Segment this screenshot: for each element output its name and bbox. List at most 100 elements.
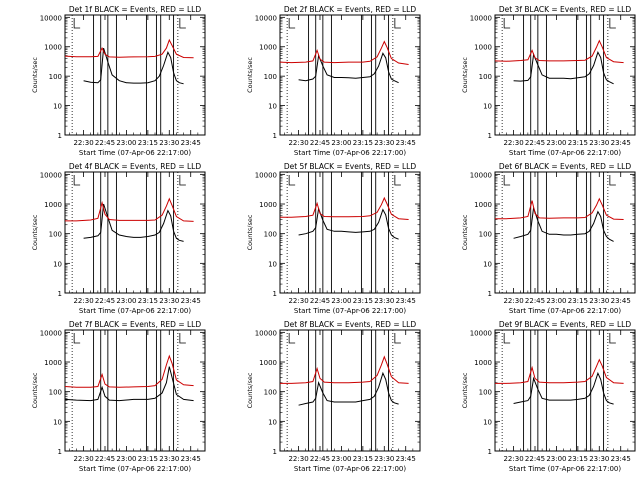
bracket-marker: [73, 333, 81, 344]
y-tick-label: 10: [53, 418, 62, 426]
x-tick-label: 22:30: [288, 455, 308, 463]
chart-panel: 1 10 100 1000 10000 22:30 22:45 23:00 23:15 23:30…: [31, 5, 206, 157]
y-axis-label: Counts/sec: [246, 57, 254, 93]
bracket-marker: [394, 175, 401, 186]
x-tick-label: 23:00: [546, 139, 566, 147]
panel-title: Det 8f BLACK = Events, RED = LLD: [284, 320, 417, 329]
bracket-marker: [609, 175, 616, 186]
x-tick-label: 23:00: [331, 455, 351, 463]
bracket-marker: [503, 175, 511, 186]
y-tick-label: 1: [273, 448, 277, 456]
y-tick-label: 10000: [40, 329, 62, 337]
x-tick-label: 23:15: [568, 297, 588, 305]
x-tick-label: 23:00: [116, 139, 136, 147]
lld-series-line: [280, 355, 409, 384]
x-tick-label: 23:00: [546, 297, 566, 305]
x-tick-label: 23:15: [353, 455, 373, 463]
y-tick-label: 1: [273, 132, 277, 140]
x-tick-label: 23:15: [138, 139, 158, 147]
chart-panel: 1 10 100 1000 10000 22:30 22:45 23:00 23:15 23:30…: [246, 162, 421, 315]
chart-panel: 1 10 100 1000 10000 22:30 22:45 23:00 23:15 23:30…: [31, 320, 206, 473]
y-tick-label: 10000: [470, 14, 492, 22]
bracket-marker: [503, 18, 511, 29]
lld-series-line: [495, 358, 624, 384]
x-tick-label: 23:30: [159, 455, 179, 463]
y-tick-label: 1: [488, 290, 492, 298]
events-series-line: [298, 52, 399, 84]
bracket-marker: [609, 333, 616, 344]
panel-title: Det 1f BLACK = Events, RED = LLD: [69, 5, 202, 14]
plot-frame: [64, 171, 206, 294]
bracket-marker: [503, 333, 511, 344]
y-axis-label: Counts/sec: [31, 372, 39, 408]
y-tick-label: 10: [268, 103, 277, 111]
y-axis-label: Counts/sec: [461, 57, 469, 93]
x-tick-label: 23:15: [353, 139, 373, 147]
x-tick-label: 23:30: [159, 297, 179, 305]
events-series-line: [64, 366, 194, 402]
chart-panel: 1 10 100 1000 10000 22:30 22:45 23:00 23:15 23:30…: [31, 162, 206, 315]
plot-frame: [494, 14, 636, 136]
x-tick-label: 23:45: [396, 139, 416, 147]
x-tick-label: 22:45: [525, 455, 545, 463]
y-tick-label: 10000: [470, 171, 492, 179]
bracket-marker: [609, 18, 616, 29]
y-axis-label: Counts/sec: [461, 214, 469, 250]
x-axis-label: Start Time (07-Apr-06 22:17:00): [294, 465, 406, 473]
y-tick-label: 10000: [40, 14, 62, 22]
plot-frame: [494, 329, 636, 452]
x-tick-label: 22:45: [525, 139, 545, 147]
y-tick-label: 1: [273, 290, 277, 298]
x-tick-label: 22:45: [310, 139, 330, 147]
plot-frame: [64, 14, 206, 136]
y-tick-label: 100: [264, 231, 277, 239]
plot-frame: [494, 171, 636, 294]
y-axis-label: Counts/sec: [246, 372, 254, 408]
plot-frame: [279, 14, 421, 136]
x-axis-label: Start Time (07-Apr-06 22:17:00): [79, 465, 191, 473]
events-series-line: [298, 371, 399, 406]
events-series-line: [513, 51, 614, 85]
lld-series-line: [64, 354, 194, 388]
x-tick-label: 23:30: [589, 455, 609, 463]
x-tick-label: 23:45: [396, 297, 416, 305]
lld-series-line: [65, 197, 194, 222]
y-tick-label: 10000: [255, 329, 277, 337]
y-tick-label: 1: [58, 448, 62, 456]
y-tick-label: 10000: [40, 171, 62, 179]
y-tick-label: 10000: [470, 329, 492, 337]
y-tick-label: 10: [268, 418, 277, 426]
y-tick-label: 1000: [44, 359, 62, 367]
chart-panel: 1 10 100 1000 10000 22:30 22:45 23:00 23:15 23:30…: [246, 5, 421, 157]
events-series-line: [83, 203, 184, 242]
x-tick-label: 23:00: [331, 297, 351, 305]
y-tick-label: 100: [49, 389, 62, 397]
x-tick-label: 22:30: [73, 297, 93, 305]
x-tick-label: 22:30: [73, 455, 93, 463]
x-axis-label: Start Time (07-Apr-06 22:17:00): [79, 307, 191, 315]
y-tick-label: 1: [488, 448, 492, 456]
events-series-line: [513, 371, 614, 405]
lld-series-line: [280, 196, 409, 220]
x-tick-label: 23:45: [181, 455, 201, 463]
x-tick-label: 23:15: [138, 455, 158, 463]
y-tick-label: 10000: [255, 14, 277, 22]
plot-frame: [279, 329, 421, 452]
chart-panel: 1 10 100 1000 10000 22:30 22:45 23:00 23:15 23:30…: [461, 5, 636, 157]
x-tick-label: 22:30: [288, 139, 308, 147]
x-tick-label: 23:00: [331, 139, 351, 147]
y-tick-label: 10: [483, 418, 492, 426]
y-tick-label: 1000: [474, 201, 492, 209]
y-axis-label: Counts/sec: [31, 57, 39, 93]
x-tick-label: 22:45: [310, 297, 330, 305]
bracket-marker: [288, 18, 296, 29]
x-tick-label: 23:45: [611, 139, 631, 147]
x-tick-label: 22:45: [95, 297, 115, 305]
x-axis-label: Start Time (07-Apr-06 22:17:00): [294, 149, 406, 157]
y-tick-label: 1000: [474, 44, 492, 52]
y-tick-label: 10: [268, 260, 277, 268]
x-tick-label: 23:30: [374, 139, 394, 147]
plot-frame: [279, 171, 421, 294]
panel-title: Det 9f BLACK = Events, RED = LLD: [499, 320, 632, 329]
